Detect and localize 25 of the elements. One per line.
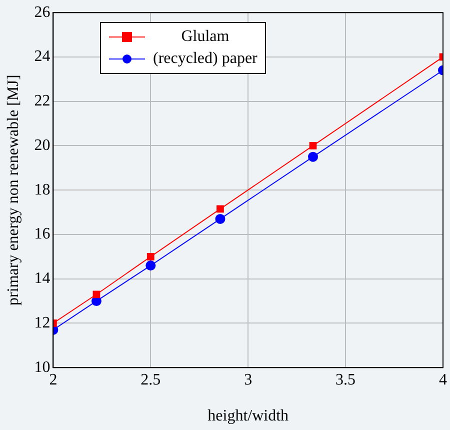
x-tick-label: 2 <box>49 371 58 388</box>
y-tick-label: 26 <box>34 4 50 21</box>
point <box>215 214 226 224</box>
y-tick-label: 24 <box>34 48 50 66</box>
point <box>146 260 156 271</box>
x-tick-label: 2.5 <box>140 371 161 388</box>
point <box>216 205 224 213</box>
point <box>309 142 317 150</box>
y-tick-label: 20 <box>34 136 50 154</box>
y-tick-label: 10 <box>34 358 50 376</box>
x-tick-label: 3.5 <box>336 371 356 388</box>
point <box>92 290 100 298</box>
x-axis-title: height/width <box>208 408 289 425</box>
y-tick-label: 22 <box>34 92 50 110</box>
legend-label: (recycled) paper <box>153 49 258 69</box>
x-tick-label: 3 <box>244 371 252 388</box>
y-tick-label: 18 <box>34 181 50 198</box>
y-tick-label: 16 <box>34 226 50 243</box>
y-axis-title: primary energy non renewable [MJ] <box>4 74 22 306</box>
legend-label: Glulam <box>180 27 230 47</box>
x-tick-label: 4 <box>439 371 447 388</box>
y-tick-label: 14 <box>34 270 50 288</box>
point <box>308 152 318 162</box>
point <box>146 252 154 260</box>
y-tick-label: 12 <box>34 314 50 332</box>
